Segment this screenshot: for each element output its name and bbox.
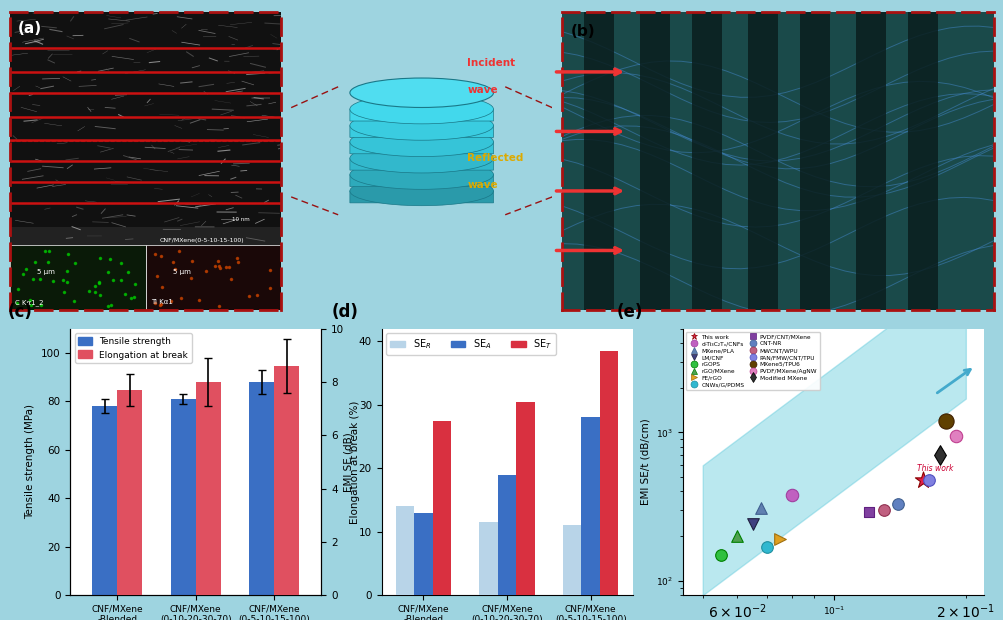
Bar	[600, 351, 618, 595]
Y-axis label: Tensile strength (MPa): Tensile strength (MPa)	[25, 404, 35, 520]
Point	[890, 499, 906, 509]
Bar	[117, 390, 142, 595]
Bar	[479, 522, 497, 595]
Bar	[249, 382, 274, 595]
Bar	[145, 244, 281, 310]
Bar	[691, 12, 721, 310]
Bar	[432, 420, 450, 595]
Bar	[171, 399, 196, 595]
Y-axis label: Elongation at break (%): Elongation at break (%)	[349, 401, 359, 523]
Text: (b): (b)	[571, 24, 595, 39]
Point	[932, 450, 948, 460]
FancyBboxPatch shape	[350, 175, 493, 187]
Text: Reflected: Reflected	[466, 153, 524, 163]
Point	[758, 542, 774, 552]
Ellipse shape	[350, 94, 493, 124]
FancyBboxPatch shape	[350, 191, 493, 203]
Bar	[395, 507, 414, 595]
Ellipse shape	[350, 143, 493, 173]
Y-axis label: EMI SE (dB): EMI SE (dB)	[343, 432, 353, 492]
Text: This work: This work	[917, 464, 953, 473]
Bar	[196, 382, 221, 595]
Text: 5 μm: 5 μm	[173, 269, 191, 275]
Ellipse shape	[350, 127, 493, 157]
Point	[915, 475, 931, 485]
Text: Ti Kα1: Ti Kα1	[150, 299, 173, 305]
Ellipse shape	[350, 176, 493, 206]
Point	[728, 531, 744, 541]
Text: Incident: Incident	[466, 58, 515, 68]
Bar	[747, 12, 777, 310]
Legend: This work, d-Ti₃C₂Tₓ/CNFs, MXene/PLA, LM/CNF, rGOPS, rGO/MXene, FE/rGO, CNWs/G/P: This work, d-Ti₃C₂Tₓ/CNFs, MXene/PLA, LM…	[685, 332, 819, 390]
Point	[876, 505, 892, 515]
FancyBboxPatch shape	[350, 142, 493, 154]
Text: (d): (d)	[331, 303, 358, 321]
Text: 5 μm: 5 μm	[37, 269, 55, 275]
Bar	[92, 406, 117, 595]
FancyBboxPatch shape	[350, 125, 493, 138]
Bar	[799, 12, 829, 310]
Text: wave: wave	[466, 85, 497, 95]
Point	[752, 503, 768, 513]
FancyBboxPatch shape	[350, 109, 493, 121]
Text: 10 nm: 10 nm	[232, 217, 250, 222]
FancyBboxPatch shape	[350, 158, 493, 170]
Text: wave: wave	[466, 180, 497, 190]
Point	[744, 520, 760, 529]
Text: (c): (c)	[8, 303, 32, 321]
Bar	[10, 244, 145, 310]
Bar	[497, 474, 516, 595]
Bar	[581, 417, 600, 595]
Y-axis label: EMI SE/t (dB/cm): EMI SE/t (dB/cm)	[640, 418, 650, 505]
Bar	[516, 402, 534, 595]
Legend: SE$_R$, SE$_A$, SE$_T$: SE$_R$, SE$_A$, SE$_T$	[386, 334, 556, 355]
Bar	[563, 525, 581, 595]
Point	[947, 431, 963, 441]
Ellipse shape	[350, 160, 493, 189]
Legend: Tensile strength, Elongation at break: Tensile strength, Elongation at break	[74, 333, 192, 363]
Ellipse shape	[350, 111, 493, 140]
Point	[771, 534, 787, 544]
Point	[783, 490, 799, 500]
Bar	[414, 513, 432, 595]
Bar	[855, 12, 886, 310]
Bar	[639, 12, 670, 310]
Bar	[10, 227, 281, 244]
Bar	[274, 366, 299, 595]
Point	[937, 415, 953, 425]
Text: C Kα1_2: C Kα1_2	[15, 299, 44, 306]
Bar	[907, 12, 937, 310]
Bar	[584, 12, 614, 310]
Text: (a): (a)	[18, 21, 42, 37]
Text: CNF/MXene(0-5-10-15-100): CNF/MXene(0-5-10-15-100)	[159, 237, 244, 242]
Point	[712, 550, 728, 560]
Point	[921, 475, 937, 485]
Text: (e): (e)	[616, 303, 642, 321]
Ellipse shape	[350, 78, 493, 107]
Point	[860, 507, 876, 517]
